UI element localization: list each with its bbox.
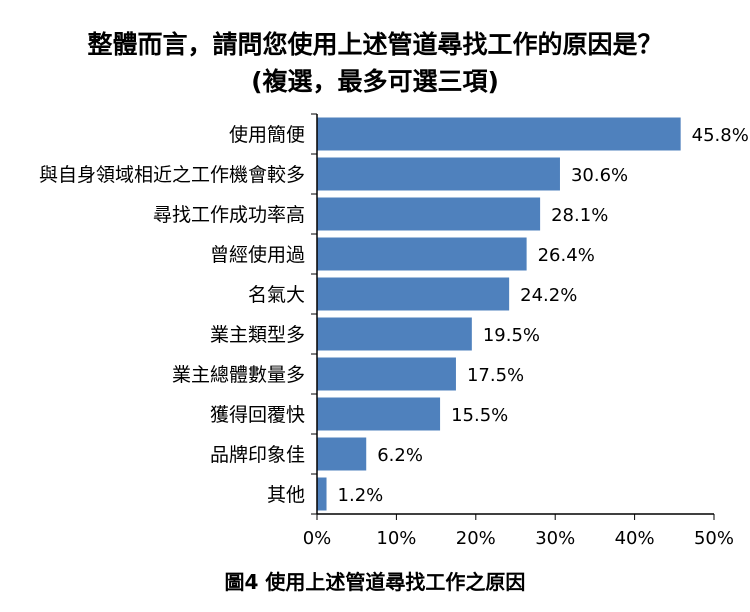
x-tick-label: 50% — [694, 528, 734, 549]
data-label: 17.5% — [467, 365, 524, 386]
category-label: 業主總體數量多 — [172, 364, 305, 386]
category-label: 曾經使用過 — [210, 244, 305, 266]
bar — [317, 157, 560, 191]
category-label: 獲得回覆快 — [210, 404, 305, 426]
category-label: 使用簡便 — [229, 124, 305, 146]
x-tick-label: 30% — [535, 528, 575, 549]
bar — [317, 117, 681, 151]
bar — [317, 397, 441, 431]
category-label: 尋找工作成功率高 — [153, 204, 305, 226]
bar — [317, 477, 327, 511]
chart-title: 整體而言，請問您使用上述管道尋找工作的原因是？ (複選，最多可選三項) — [0, 26, 750, 100]
bar — [317, 317, 472, 351]
data-label: 28.1% — [551, 205, 608, 226]
bar — [317, 357, 456, 391]
x-tick-label: 0% — [303, 528, 332, 549]
x-tick-label: 40% — [615, 528, 655, 549]
chart-title-line-1: 整體而言，請問您使用上述管道尋找工作的原因是？ — [87, 30, 663, 59]
x-tick-label: 20% — [456, 528, 496, 549]
category-label: 與自身領域相近之工作機會較多 — [39, 164, 305, 186]
data-label: 19.5% — [483, 325, 540, 346]
bar — [317, 437, 367, 471]
category-label: 其他 — [267, 484, 305, 506]
figure-caption: 圖4 使用上述管道尋找工作之原因 — [224, 570, 526, 594]
data-label: 26.4% — [538, 245, 595, 266]
data-label: 6.2% — [377, 445, 423, 466]
category-label: 品牌印象佳 — [210, 444, 305, 466]
data-label: 15.5% — [451, 405, 508, 426]
data-label: 30.6% — [571, 165, 628, 186]
x-tick-label: 10% — [376, 528, 416, 549]
bar — [317, 277, 510, 311]
chart-title-line-2: (複選，最多可選三項) — [251, 67, 499, 96]
data-label: 24.2% — [520, 285, 577, 306]
category-label: 名氣大 — [248, 284, 305, 306]
category-label: 業主類型多 — [210, 324, 305, 346]
bar — [317, 197, 541, 231]
bar — [317, 237, 527, 271]
data-label: 45.8% — [692, 125, 749, 146]
data-label: 1.2% — [338, 485, 384, 506]
